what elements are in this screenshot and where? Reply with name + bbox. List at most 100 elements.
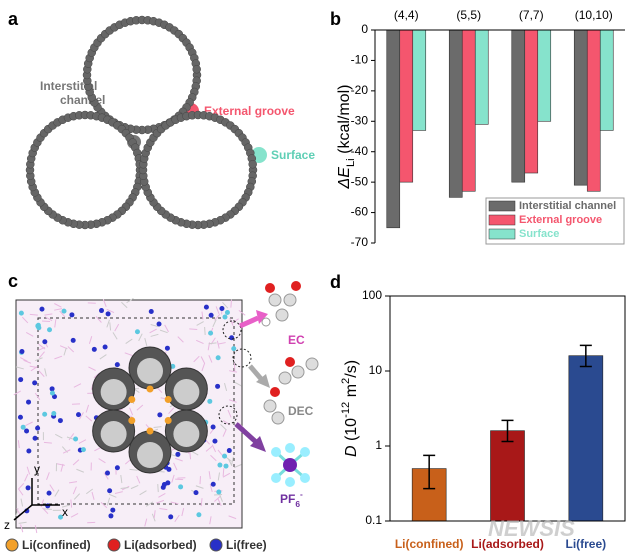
ion bbox=[166, 466, 172, 472]
solvent bbox=[153, 510, 156, 519]
solvent bbox=[238, 309, 246, 316]
panel-label: b bbox=[330, 9, 341, 29]
axis-name: x bbox=[62, 505, 68, 519]
solvent bbox=[212, 319, 217, 328]
solvent bbox=[145, 501, 154, 507]
legend-label: External groove bbox=[519, 214, 602, 226]
solvent bbox=[26, 466, 31, 475]
solvent bbox=[233, 464, 242, 469]
text-part: ΔE bbox=[336, 167, 353, 190]
ion bbox=[35, 425, 41, 431]
solvent bbox=[209, 484, 213, 493]
text-part: /s) bbox=[343, 360, 360, 378]
solvent bbox=[46, 472, 50, 480]
atom bbox=[192, 65, 201, 74]
solvent bbox=[44, 316, 53, 322]
tube-inner bbox=[100, 421, 127, 447]
ion bbox=[148, 308, 154, 314]
solvent bbox=[100, 501, 108, 509]
arrow bbox=[234, 422, 258, 444]
solvent bbox=[54, 489, 60, 497]
solvent bbox=[44, 368, 47, 377]
ion bbox=[51, 410, 57, 416]
ion bbox=[114, 362, 120, 368]
ion bbox=[69, 312, 75, 318]
solvent bbox=[17, 483, 25, 490]
solvent bbox=[201, 363, 206, 372]
solvent bbox=[196, 321, 204, 326]
panel-b: b 0 -10 -20 -30 -40 -50 -60 -70 (4,4) (5,5) (7,7) (1… bbox=[330, 8, 625, 249]
solvent bbox=[103, 472, 109, 480]
solvent bbox=[129, 468, 138, 471]
ion bbox=[222, 314, 228, 320]
solvent bbox=[24, 473, 29, 482]
solvent bbox=[168, 407, 175, 414]
x-tick-label: Li(confined) bbox=[395, 537, 464, 551]
solvent bbox=[102, 299, 107, 308]
solvent bbox=[208, 355, 213, 363]
solvent bbox=[149, 328, 157, 334]
ion bbox=[80, 447, 86, 453]
text-part: D bbox=[343, 445, 360, 457]
solvent bbox=[67, 346, 75, 353]
highlight bbox=[218, 405, 238, 425]
solvent bbox=[106, 319, 110, 328]
molecule-label: EC bbox=[288, 333, 305, 347]
solvent bbox=[220, 423, 227, 431]
text-part: 2 bbox=[340, 378, 352, 384]
solvent bbox=[214, 313, 221, 321]
ion bbox=[107, 488, 113, 494]
solvent bbox=[222, 472, 231, 478]
solvent bbox=[54, 308, 63, 311]
solvent bbox=[181, 508, 185, 517]
arrow-head bbox=[256, 374, 270, 388]
ion bbox=[178, 484, 184, 490]
solvent bbox=[86, 488, 94, 495]
solvent bbox=[120, 475, 123, 484]
ion bbox=[26, 399, 32, 405]
solvent bbox=[234, 381, 242, 387]
solvent bbox=[38, 370, 45, 378]
tube-inner bbox=[173, 421, 200, 447]
solvent bbox=[217, 498, 222, 507]
solvent bbox=[30, 365, 38, 372]
ion bbox=[229, 335, 235, 341]
solvent bbox=[228, 515, 237, 520]
solvent bbox=[217, 449, 224, 457]
ion bbox=[61, 308, 67, 314]
solvent bbox=[216, 340, 220, 349]
ion bbox=[20, 424, 26, 430]
solvent bbox=[156, 499, 164, 504]
solvent bbox=[15, 366, 24, 370]
ion bbox=[193, 490, 199, 496]
solvent bbox=[109, 322, 112, 331]
text-part: PF bbox=[280, 492, 295, 506]
solvent bbox=[130, 484, 139, 490]
ion bbox=[175, 451, 181, 457]
solvent bbox=[73, 493, 81, 500]
y-tick-label: -40 bbox=[351, 144, 369, 158]
solvent bbox=[205, 445, 213, 452]
highlight bbox=[232, 348, 252, 368]
solvent bbox=[18, 488, 24, 496]
highlight bbox=[222, 320, 242, 340]
solvent bbox=[60, 463, 64, 472]
ion bbox=[215, 383, 221, 389]
solvent bbox=[144, 518, 148, 527]
solvent bbox=[59, 310, 66, 318]
solvent bbox=[17, 440, 20, 449]
ion bbox=[105, 311, 111, 317]
ion bbox=[170, 363, 176, 369]
solvent bbox=[56, 463, 65, 466]
solvent bbox=[229, 370, 238, 373]
bar bbox=[568, 355, 604, 522]
bar bbox=[599, 29, 614, 131]
solvent bbox=[222, 301, 229, 309]
solvent bbox=[124, 352, 133, 356]
ion bbox=[104, 470, 110, 476]
tube-inner bbox=[137, 358, 163, 384]
solvent bbox=[29, 313, 38, 316]
solvent bbox=[191, 450, 199, 456]
solvent bbox=[153, 426, 162, 429]
annotation: Surface bbox=[271, 148, 315, 162]
